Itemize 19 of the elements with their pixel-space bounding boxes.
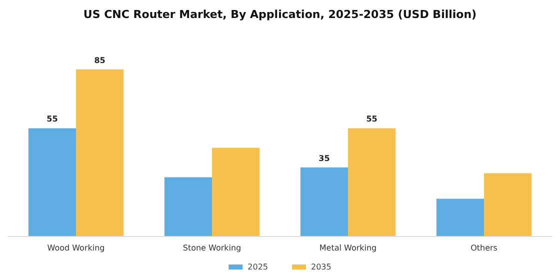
bar [300,167,348,236]
legend-label: 2025 [248,262,268,272]
legend-label: 2035 [311,262,332,272]
data-label: 85 [94,56,106,65]
bar [76,69,124,236]
x-tick-label: Stone Working [182,244,242,252]
data-label: 55 [46,114,58,124]
x-tick-label: Wood Working [47,244,105,252]
bar [348,128,396,236]
bar [212,148,260,236]
bar [28,128,76,236]
x-tick-label: Metal Working [319,244,377,252]
bar [484,173,532,236]
data-label: 35 [318,154,330,163]
bar [436,198,484,236]
data-label: 55 [366,114,378,124]
bar [164,177,212,236]
chart-title: US CNC Router Market, By Application, 2025-2035 (USD Billion) [83,8,477,21]
x-tick-label: Others [470,244,498,252]
